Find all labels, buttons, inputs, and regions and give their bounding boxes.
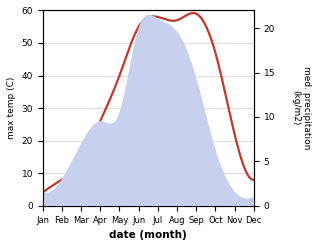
Y-axis label: med. precipitation
(kg/m2): med. precipitation (kg/m2) bbox=[292, 66, 311, 150]
Y-axis label: max temp (C): max temp (C) bbox=[7, 77, 16, 139]
X-axis label: date (month): date (month) bbox=[109, 230, 187, 240]
